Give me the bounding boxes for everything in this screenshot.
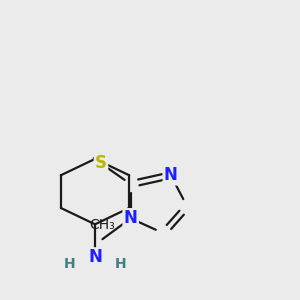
Text: N: N [124,209,138,227]
Text: S: S [95,154,107,172]
Text: H: H [64,256,76,271]
Text: H: H [115,256,126,271]
Text: N: N [88,248,102,266]
Text: CH₃: CH₃ [90,218,115,232]
Text: N: N [164,166,178,184]
